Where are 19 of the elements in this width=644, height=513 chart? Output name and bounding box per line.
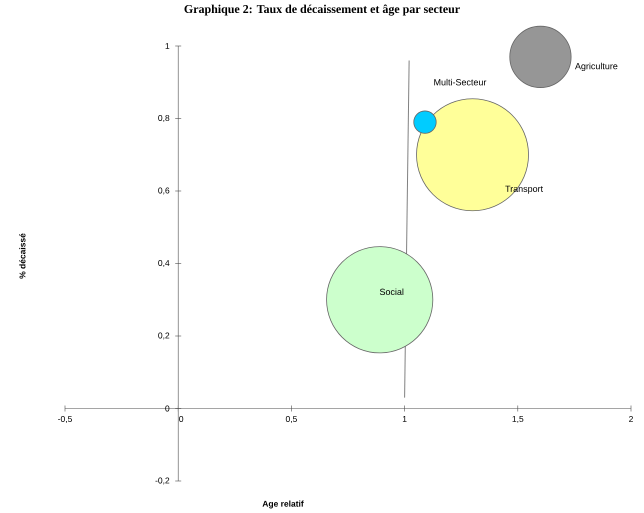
y-axis-title: % décaissé [19,233,26,279]
x-tick-label: 1 [402,416,407,422]
x-tick-label: 2 [629,416,633,422]
y-tick-label: 0,6 [158,188,170,194]
x-tick-label: 1,5 [512,416,524,423]
y-tick-label: 0,8 [158,115,170,122]
series-label: Social [380,288,404,296]
y-tick-label: 0,4 [158,260,170,267]
y-tick-label: -0,2 [155,478,170,484]
x-tick-label: 0,5 [286,416,297,424]
y-tick-label: 1 [166,43,170,49]
y-tick-label: 0,2 [158,332,170,340]
text: Multi-Secteur [434,78,486,86]
x-tick-label: 0 [179,416,184,422]
y-tick-label: 0 [165,406,170,412]
chart-title: Graphique 2: Taux de décaissement et âge par secteur [184,4,460,16]
x-axis-title: Age relatif [262,500,304,508]
x-tick-label: -0,5 [58,416,72,424]
legend-label: Agriculture [574,62,618,72]
